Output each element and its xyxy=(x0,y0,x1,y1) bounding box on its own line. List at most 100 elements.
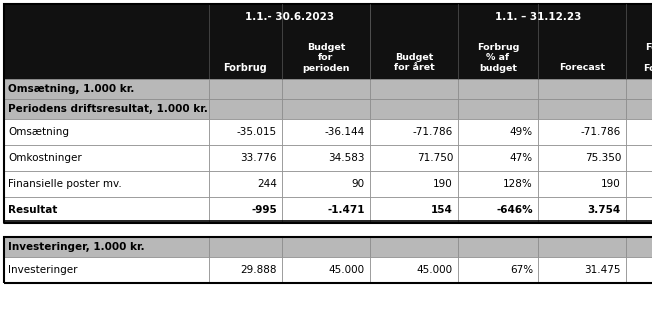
Bar xyxy=(370,79,458,99)
Text: Investeringer, 1.000 kr.: Investeringer, 1.000 kr. xyxy=(8,242,145,252)
Bar xyxy=(282,171,370,197)
Bar xyxy=(282,145,370,171)
Text: 1.1.- 30.6.2023: 1.1.- 30.6.2023 xyxy=(245,13,334,22)
Text: 31.475: 31.475 xyxy=(584,265,621,275)
Bar xyxy=(209,145,282,171)
Bar xyxy=(538,79,626,99)
Text: Periodens driftsresultat, 1.000 kr.: Periodens driftsresultat, 1.000 kr. xyxy=(8,104,208,114)
Text: 45.000: 45.000 xyxy=(329,265,365,275)
Bar xyxy=(458,119,538,145)
Text: -35.015: -35.015 xyxy=(237,127,277,137)
Bar xyxy=(4,99,209,119)
Text: 90: 90 xyxy=(352,179,365,189)
Text: 75.350: 75.350 xyxy=(585,153,621,163)
Bar xyxy=(538,237,626,257)
Bar xyxy=(209,79,282,99)
Text: 244: 244 xyxy=(257,179,277,189)
Bar xyxy=(282,79,370,99)
Bar xyxy=(458,257,538,283)
Text: 3.754: 3.754 xyxy=(587,205,621,215)
Text: Finansielle poster mv.: Finansielle poster mv. xyxy=(8,179,122,189)
Bar xyxy=(282,257,370,283)
Bar xyxy=(370,257,458,283)
Text: 67%: 67% xyxy=(510,265,533,275)
Bar xyxy=(370,197,458,223)
Bar xyxy=(4,79,209,99)
Text: 190: 190 xyxy=(433,179,453,189)
Bar xyxy=(626,79,652,99)
Bar xyxy=(626,171,652,197)
Bar xyxy=(626,237,652,257)
Text: Budget
for
perioden: Budget for perioden xyxy=(303,43,349,73)
Text: 29.888: 29.888 xyxy=(241,265,277,275)
Bar xyxy=(4,237,652,283)
Text: 34.583: 34.583 xyxy=(329,153,365,163)
Bar xyxy=(626,197,652,223)
Bar xyxy=(209,119,282,145)
Bar xyxy=(4,171,209,197)
Bar xyxy=(538,145,626,171)
Text: -995: -995 xyxy=(251,205,277,215)
Bar xyxy=(4,237,209,257)
Text: -36.144: -36.144 xyxy=(325,127,365,137)
Text: Forbrug
% af
Forecast: Forbrug % af Forecast xyxy=(643,43,652,73)
Text: 45.000: 45.000 xyxy=(417,265,453,275)
Bar xyxy=(209,257,282,283)
Text: -646%: -646% xyxy=(496,205,533,215)
Bar xyxy=(282,237,370,257)
Bar xyxy=(4,145,209,171)
Text: 154: 154 xyxy=(431,205,453,215)
Bar xyxy=(282,197,370,223)
Text: -71.786: -71.786 xyxy=(581,127,621,137)
Text: 47%: 47% xyxy=(510,153,533,163)
Text: 190: 190 xyxy=(601,179,621,189)
Bar xyxy=(458,99,538,119)
Bar xyxy=(626,145,652,171)
Text: 49%: 49% xyxy=(510,127,533,137)
Text: Omkostninger: Omkostninger xyxy=(8,153,82,163)
Bar xyxy=(370,99,458,119)
Bar xyxy=(538,171,626,197)
Bar xyxy=(626,257,652,283)
Bar xyxy=(4,4,209,79)
Text: Forecast: Forecast xyxy=(559,63,605,72)
Bar xyxy=(538,257,626,283)
Text: Resultat: Resultat xyxy=(8,205,57,215)
Bar xyxy=(209,99,282,119)
Text: 1.1. – 31.12.23: 1.1. – 31.12.23 xyxy=(495,13,581,22)
Bar xyxy=(626,119,652,145)
Text: Forbrug: Forbrug xyxy=(224,63,267,73)
Text: 33.776: 33.776 xyxy=(241,153,277,163)
Text: Budget
for året: Budget for året xyxy=(394,53,434,72)
Bar xyxy=(282,119,370,145)
Bar xyxy=(209,237,282,257)
Bar xyxy=(370,171,458,197)
Text: Omsætning, 1.000 kr.: Omsætning, 1.000 kr. xyxy=(8,84,134,94)
Text: Forbrug
% af
budget: Forbrug % af budget xyxy=(477,43,519,73)
Bar xyxy=(538,197,626,223)
Bar xyxy=(4,119,209,145)
Text: 128%: 128% xyxy=(503,179,533,189)
Bar xyxy=(458,171,538,197)
Bar xyxy=(626,99,652,119)
Text: -1.471: -1.471 xyxy=(327,205,365,215)
Text: -71.786: -71.786 xyxy=(413,127,453,137)
Bar xyxy=(458,237,538,257)
Text: 71.750: 71.750 xyxy=(417,153,453,163)
Bar xyxy=(370,237,458,257)
Bar xyxy=(4,197,209,223)
Bar xyxy=(538,119,626,145)
Text: Investeringer: Investeringer xyxy=(8,265,78,275)
Bar xyxy=(209,197,282,223)
Bar xyxy=(458,197,538,223)
Bar xyxy=(282,99,370,119)
Bar xyxy=(370,145,458,171)
Bar xyxy=(538,99,626,119)
Text: Omsætning: Omsætning xyxy=(8,127,69,137)
Bar xyxy=(209,171,282,197)
Bar xyxy=(458,79,538,99)
Bar xyxy=(370,119,458,145)
Bar xyxy=(4,257,209,283)
Bar xyxy=(370,4,652,79)
Bar xyxy=(4,4,652,223)
